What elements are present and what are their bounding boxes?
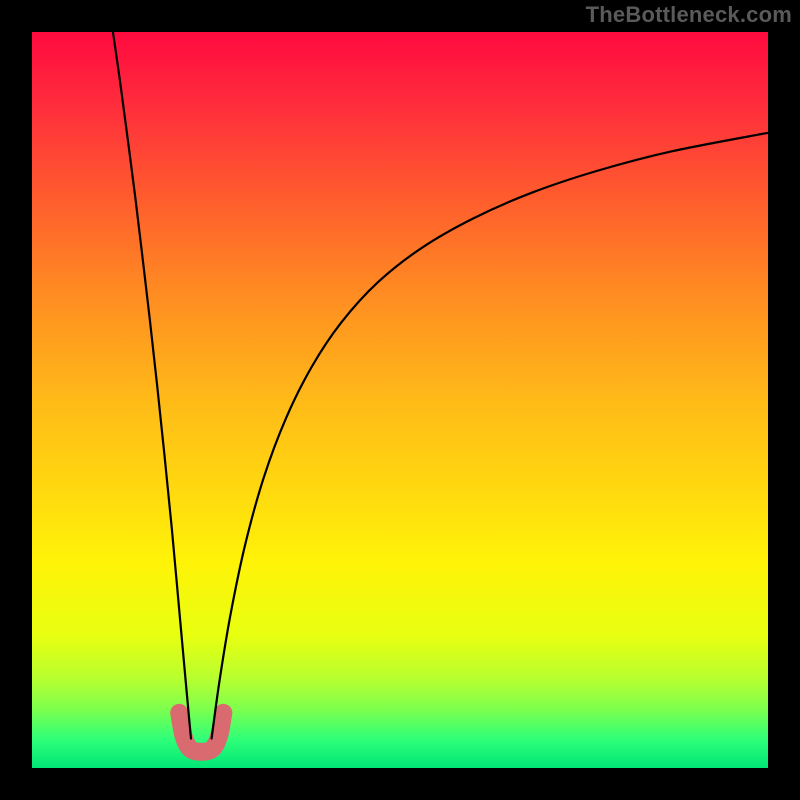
watermark-text: TheBottleneck.com — [586, 2, 792, 28]
chart-frame: TheBottleneck.com — [0, 0, 800, 800]
plot-background — [32, 32, 768, 768]
bottleneck-chart — [0, 0, 800, 800]
